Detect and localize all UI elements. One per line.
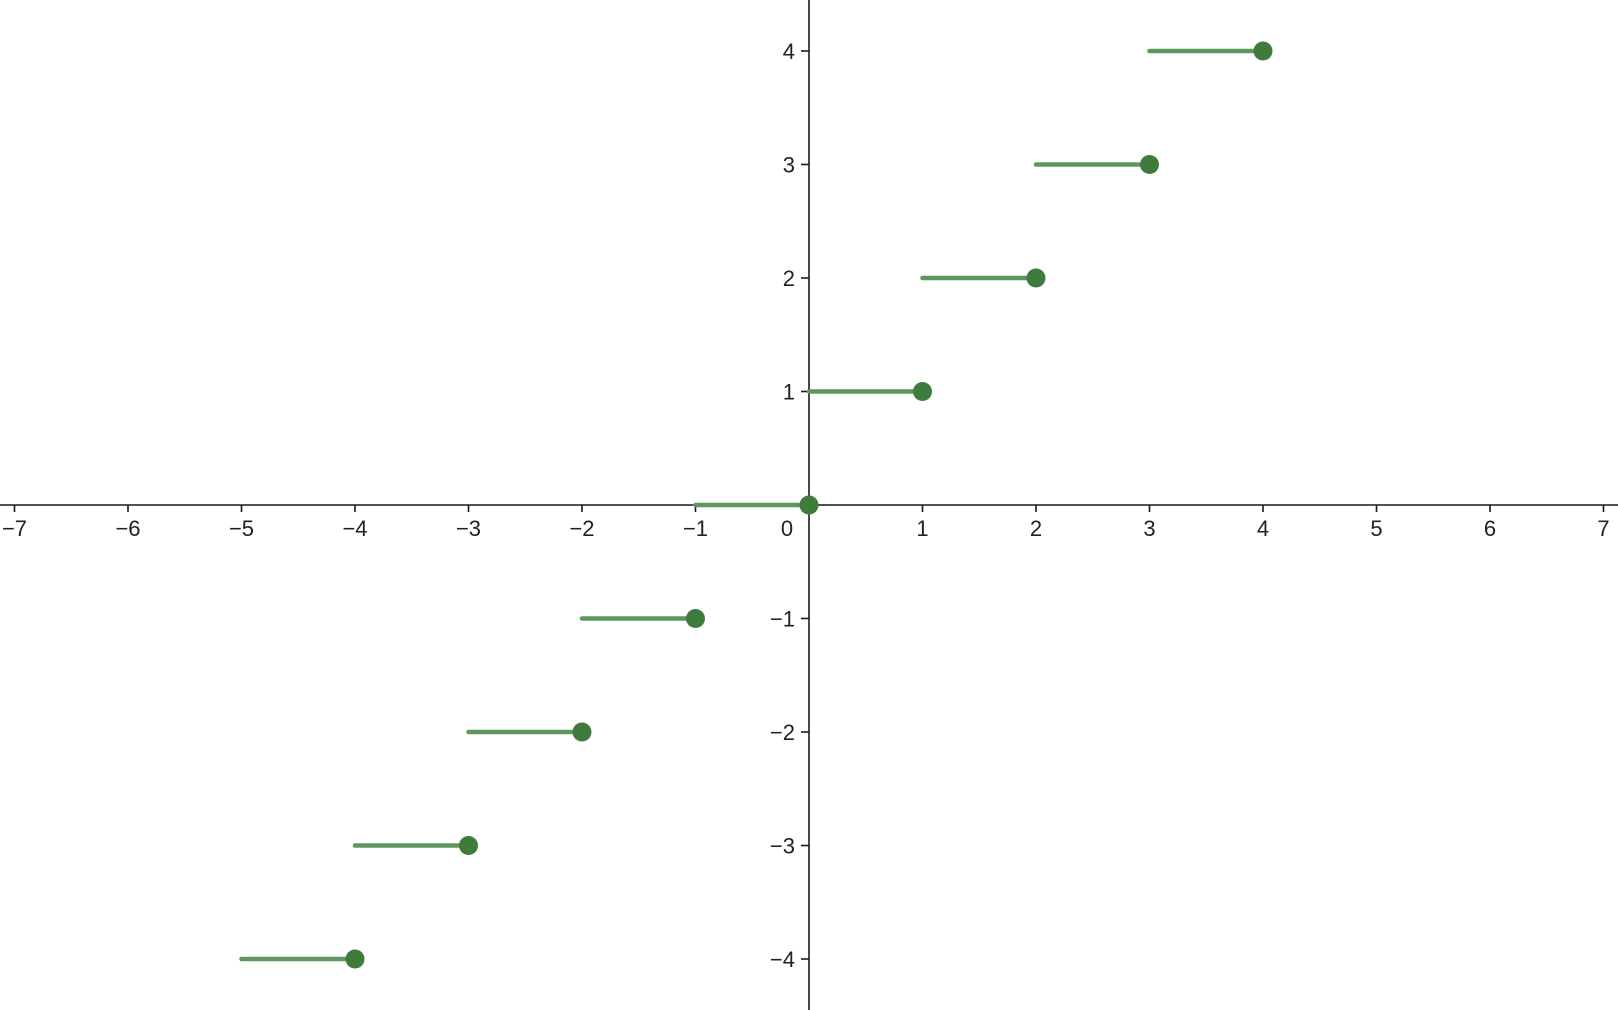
chart-marks	[239, 41, 1273, 969]
x-tick-label: −4	[342, 516, 367, 541]
x-tick-label: 5	[1370, 516, 1382, 541]
y-tick-label: −1	[770, 607, 795, 632]
x-tick-label: 0	[781, 516, 793, 541]
y-tick-label: −3	[770, 834, 795, 859]
y-tick-label: 1	[783, 380, 795, 405]
x-tick-label: −3	[456, 516, 481, 541]
y-tick-label: 3	[783, 153, 795, 178]
closed-endpoint	[1140, 155, 1159, 174]
closed-endpoint	[1026, 268, 1046, 288]
x-tick-label: −1	[683, 516, 708, 541]
closed-endpoint	[799, 495, 819, 515]
x-tick-label: 6	[1484, 516, 1496, 541]
closed-endpoint	[1253, 41, 1273, 61]
y-tick-label: 4	[783, 39, 795, 64]
x-tick-label: −6	[115, 516, 140, 541]
x-tick-label: 4	[1257, 516, 1269, 541]
y-tick-label: 2	[783, 266, 795, 291]
closed-endpoint	[686, 609, 705, 628]
x-tick-label: −7	[2, 516, 27, 541]
closed-endpoint	[459, 836, 478, 855]
x-tick-label: 7	[1597, 516, 1609, 541]
x-tick-label: 3	[1143, 516, 1155, 541]
closed-endpoint	[913, 382, 932, 401]
y-tick-label: −4	[770, 947, 795, 972]
y-tick-label: −2	[770, 720, 795, 745]
x-tick-label: −2	[569, 516, 594, 541]
closed-endpoint	[572, 722, 592, 742]
x-tick-label: 1	[916, 516, 928, 541]
closed-endpoint	[345, 949, 365, 969]
x-tick-label: 2	[1030, 516, 1042, 541]
x-tick-label: −5	[229, 516, 254, 541]
